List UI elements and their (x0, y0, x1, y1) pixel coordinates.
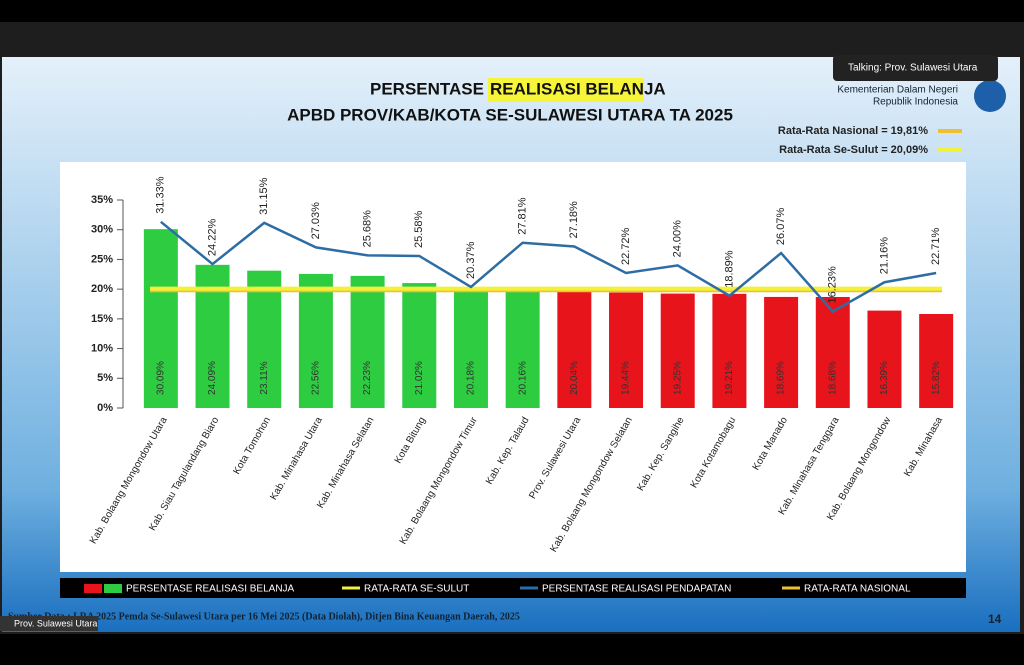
bar-value-label: 19.25% (672, 361, 683, 395)
legend-swatch (84, 584, 102, 593)
bar (815, 296, 850, 408)
line-value-label: 22.72% (620, 227, 632, 265)
bar (919, 313, 954, 408)
legend-label: PERSENTASE REALISASI BELANJA (126, 584, 295, 595)
page-number: 14 (988, 612, 1002, 626)
bar-value-label: 22.23% (362, 361, 373, 395)
legend-label: RATA-RATA NASIONAL (804, 584, 911, 595)
source: Sumber Data : LRA 2025 Pemda Se-Sulawesi… (8, 611, 520, 622)
line-value-label: 18.89% (723, 250, 735, 288)
bar (505, 288, 540, 408)
bar-value-label: 24.09% (207, 361, 218, 395)
bar (764, 296, 799, 408)
line-value-label: 31.33% (155, 176, 167, 214)
bar (712, 293, 747, 408)
line-value-label: 27.03% (310, 202, 322, 240)
line-value-label: 27.81% (517, 197, 529, 235)
y-tick-label: 35% (91, 194, 113, 206)
line-value-label: 25.68% (362, 210, 374, 248)
bar (350, 275, 385, 408)
subtitle: APBD PROV/KAB/KOTA SE-SULAWESI UTARA TA … (287, 105, 733, 124)
line (160, 220, 937, 314)
line-value-label: 26.07% (775, 208, 787, 246)
bar-value-label: 15.82% (931, 361, 942, 395)
bar (247, 270, 282, 408)
bar (453, 288, 488, 408)
line-value-label: 21.16% (878, 237, 890, 275)
bar-value-label: 16.39% (879, 361, 890, 395)
title: PERSENTASE (370, 79, 484, 98)
bar-value-label: 18.68% (827, 361, 838, 395)
title-highlighted: REALISASI BELANJA (490, 79, 666, 98)
logo (974, 80, 1006, 112)
legend (60, 578, 966, 598)
bar-value-label: 30.09% (155, 361, 166, 395)
participant-name: Prov. Sulawesi Utara (14, 618, 97, 628)
bar-value-label: 19.21% (724, 361, 735, 395)
bar-value-label: 22.56% (311, 361, 322, 395)
bar (298, 273, 333, 408)
y-tick-label: 25% (91, 253, 113, 265)
line-value-label: 20.37% (465, 241, 477, 279)
bar (660, 293, 695, 408)
bar (402, 283, 437, 408)
bar (143, 229, 178, 408)
bar (867, 310, 902, 408)
line-value-label: 25.58% (413, 210, 425, 248)
reference-label: Rata-Rata Nasional = 19,81% (778, 125, 928, 137)
bar-value-label: 20.18% (466, 361, 477, 395)
legend-swatch (104, 584, 122, 593)
bar-value-label: 21.02% (414, 361, 425, 395)
bar-value-label: 19.44% (621, 361, 632, 395)
bar-value-label: 18.69% (776, 361, 787, 395)
reference-label: Rata-Rata Se-Sulut = 20,09% (779, 144, 928, 156)
y-tick-label: 10% (91, 342, 113, 354)
participant-tag (0, 616, 98, 631)
y-tick-label: 5% (97, 372, 113, 384)
talking-indicator (833, 55, 998, 81)
line-value-label: 24.22% (206, 219, 218, 257)
y-tick-label: 30% (91, 224, 113, 236)
org-name: Kementerian Dalam Negeri (837, 85, 958, 96)
bar (609, 292, 644, 408)
bar-value-label: 20.16% (517, 361, 528, 395)
y-tick-label: 0% (97, 402, 113, 414)
line-value-label: 22.71% (930, 228, 942, 266)
line-value-label: 16.23% (827, 266, 839, 304)
line-value-label: 31.15% (258, 177, 270, 215)
bar-value-label: 23.11% (259, 361, 270, 394)
bar-value-label: 20.04% (569, 361, 580, 395)
org-name: Republik Indonesia (873, 97, 958, 108)
y-tick-label: 15% (91, 313, 113, 325)
talking-text: Talking: Prov. Sulawesi Utara (848, 63, 978, 74)
title-highlight (488, 78, 644, 102)
bar (557, 288, 592, 408)
legend-label: PERSENTASE REALISASI PENDAPATAN (542, 584, 731, 595)
line-value-label: 27.18% (568, 201, 580, 239)
line-value-label: 24.00% (672, 220, 684, 258)
legend-label: RATA-RATA SE-SULUT (364, 584, 469, 595)
y-tick-label: 20% (91, 283, 113, 295)
